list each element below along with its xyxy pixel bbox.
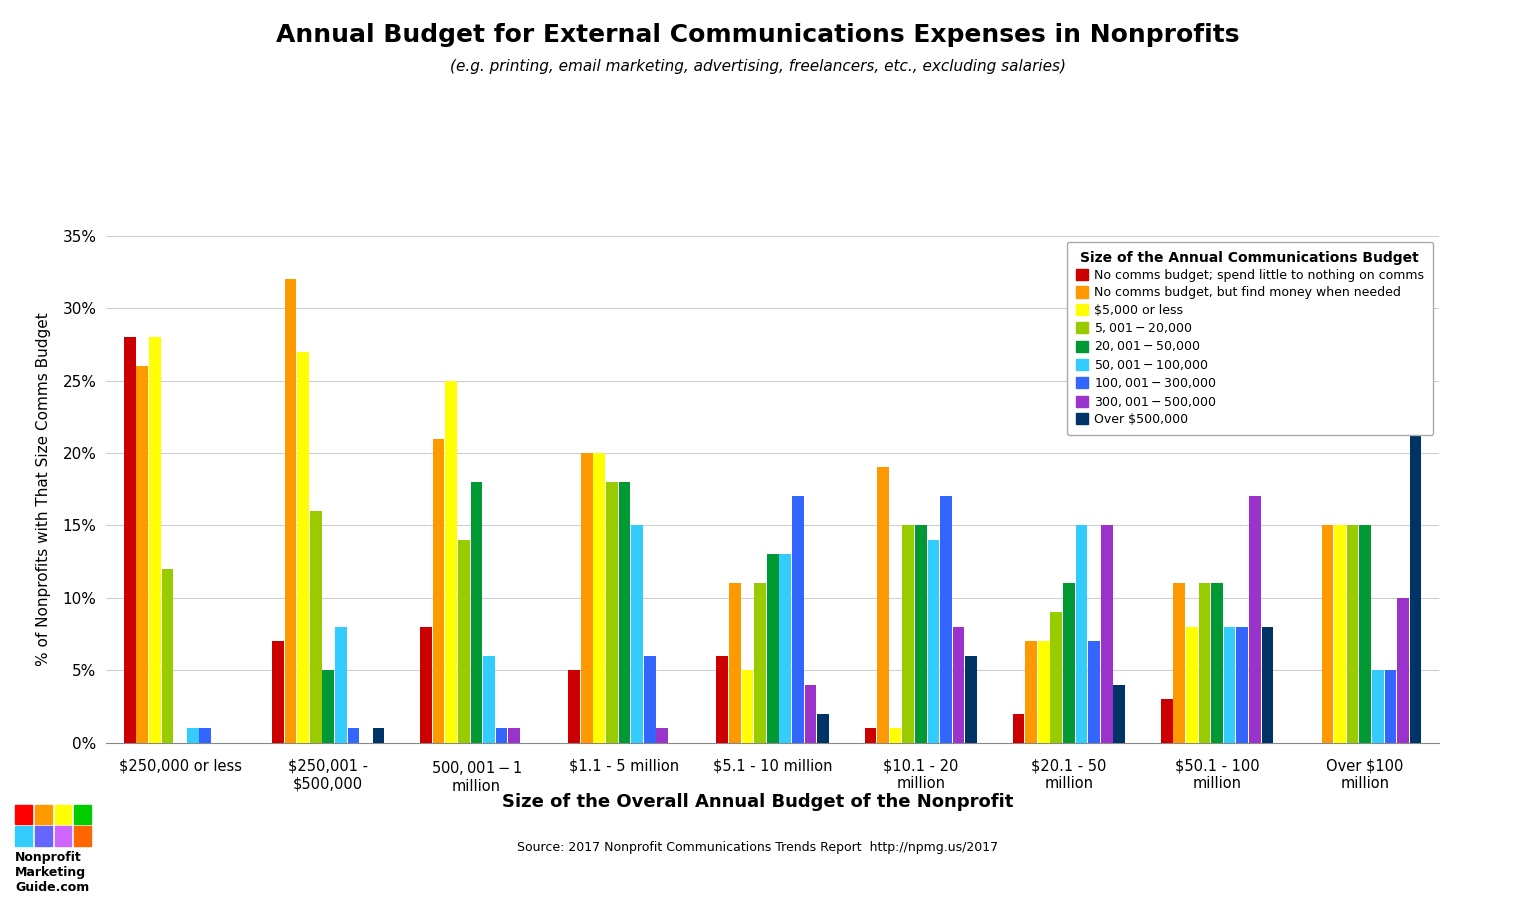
Bar <box>618 482 630 743</box>
Bar <box>1224 627 1236 743</box>
Bar <box>1359 525 1371 743</box>
Bar <box>1038 641 1050 743</box>
Bar <box>433 439 444 743</box>
Bar <box>1160 699 1173 743</box>
Bar <box>309 511 321 743</box>
Bar <box>568 670 580 743</box>
Bar <box>1397 598 1409 743</box>
Bar <box>1088 641 1100 743</box>
Text: Annual Budget for External Communications Expenses in Nonprofits: Annual Budget for External Communication… <box>276 23 1239 46</box>
Bar <box>285 279 297 743</box>
Bar <box>1012 714 1024 743</box>
Bar <box>889 728 901 743</box>
Bar <box>1321 525 1333 743</box>
Bar <box>483 656 495 743</box>
Bar <box>1026 641 1036 743</box>
Bar <box>445 381 458 743</box>
Bar <box>817 714 829 743</box>
Bar <box>767 554 779 743</box>
Bar <box>471 482 482 743</box>
Bar <box>953 627 965 743</box>
Bar <box>148 337 161 743</box>
Bar <box>965 656 977 743</box>
Bar <box>1210 583 1223 743</box>
Bar <box>792 496 803 743</box>
Bar <box>162 569 173 743</box>
Text: Source: 2017 Nonprofit Communications Trends Report  http://npmg.us/2017: Source: 2017 Nonprofit Communications Tr… <box>517 841 998 853</box>
Bar <box>903 525 914 743</box>
Text: (e.g. printing, email marketing, advertising, freelancers, etc., excluding salar: (e.g. printing, email marketing, adverti… <box>450 59 1065 74</box>
Bar <box>594 453 604 743</box>
Bar <box>186 728 198 743</box>
Bar <box>420 627 432 743</box>
Bar <box>729 583 741 743</box>
Bar <box>297 352 309 743</box>
Bar <box>1248 496 1260 743</box>
Bar <box>1076 525 1088 743</box>
Bar <box>927 540 939 743</box>
Bar <box>1174 583 1185 743</box>
Bar <box>458 540 470 743</box>
Bar <box>1409 308 1421 743</box>
Bar <box>273 641 283 743</box>
Bar <box>804 685 817 743</box>
Bar <box>1347 525 1359 743</box>
Bar <box>1064 583 1074 743</box>
Bar <box>1335 525 1345 743</box>
Bar <box>335 627 347 743</box>
Bar <box>1186 627 1198 743</box>
Bar <box>323 670 335 743</box>
Y-axis label: % of Nonprofits with That Size Comms Budget: % of Nonprofits with That Size Comms Bud… <box>36 313 52 666</box>
Text: Size of the Overall Annual Budget of the Nonprofit: Size of the Overall Annual Budget of the… <box>501 793 1014 811</box>
Bar <box>136 366 148 743</box>
Bar <box>200 728 211 743</box>
Bar <box>347 728 359 743</box>
Bar <box>632 525 642 743</box>
Bar <box>865 728 876 743</box>
Bar <box>742 670 753 743</box>
Bar <box>1236 627 1248 743</box>
Bar <box>644 656 656 743</box>
Bar <box>1114 685 1126 743</box>
Bar <box>1198 583 1210 743</box>
Bar <box>717 656 729 743</box>
Bar <box>1262 627 1273 743</box>
Bar <box>606 482 618 743</box>
Bar <box>495 728 508 743</box>
Bar <box>915 525 927 743</box>
Bar <box>754 583 767 743</box>
Bar <box>1050 612 1062 743</box>
Bar <box>1385 670 1397 743</box>
Bar <box>373 728 385 743</box>
Legend: No comms budget; spend little to nothing on comms, No comms budget, but find mon: No comms budget; spend little to nothing… <box>1067 242 1433 435</box>
Bar <box>580 453 592 743</box>
Bar <box>1373 670 1383 743</box>
Bar <box>656 728 668 743</box>
Bar <box>1101 525 1112 743</box>
Bar <box>877 467 889 743</box>
Bar <box>779 554 791 743</box>
Bar <box>941 496 951 743</box>
Bar <box>124 337 136 743</box>
Bar <box>509 728 520 743</box>
Text: Nonprofit
Marketing
Guide.com: Nonprofit Marketing Guide.com <box>15 851 89 893</box>
